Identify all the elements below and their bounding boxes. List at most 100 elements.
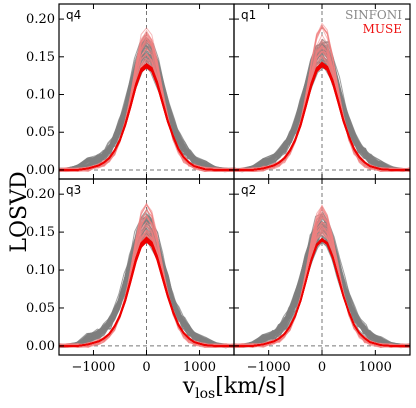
panel-label: q2: [241, 183, 256, 197]
x-tick-label: 0: [318, 360, 326, 375]
series-sinfoni-curve: [235, 229, 410, 348]
x-tick-label: 1000: [359, 360, 392, 375]
x-tick-label: −1000: [71, 360, 115, 375]
series-sinfoni-curve: [235, 66, 410, 171]
y-tick-label: 0.05: [26, 125, 55, 140]
x-axis-title: vlos[km/s]: [182, 374, 286, 402]
panel-plot-area: [59, 179, 234, 355]
series-muse-fit-curve: [234, 65, 410, 171]
series-sinfoni-curve: [59, 240, 234, 348]
series-sinfoni-curve: [60, 65, 234, 172]
series-sinfoni-curve: [234, 229, 410, 347]
panel-grid: 0.000.050.100.150.20 q4 q1−1000 0 10000.000.…: [26, 3, 411, 375]
series-sinfoni-curve: [60, 233, 234, 348]
series-sinfoni-curve: [234, 58, 410, 172]
series-sinfoni-curve: [235, 225, 410, 349]
x-tick-label: 1000: [183, 360, 216, 375]
series-sinfoni-curve: [59, 50, 234, 173]
series-sinfoni-curve: [59, 228, 234, 348]
series-sinfoni-curve: [59, 233, 233, 349]
series-sinfoni-curve: [235, 55, 410, 173]
series-sinfoni-curve: [59, 58, 233, 173]
series-sinfoni-curve: [235, 52, 410, 172]
panel-q3: −1000 0 1000 0.00 0.05 0.10 0.15 0.20 q3: [26, 178, 235, 375]
series-muse: [234, 204, 410, 348]
series-sinfoni-curve: [235, 232, 410, 348]
y-tick-label: 0.05: [26, 301, 55, 316]
panel-label: q4: [66, 8, 81, 22]
series-sinfoni-curve: [234, 234, 410, 348]
series-muse-curve: [234, 26, 410, 172]
series-sinfoni-curve: [59, 233, 234, 348]
series-sinfoni-curve: [234, 234, 410, 347]
series-sinfoni-curve: [59, 64, 234, 172]
series-sinfoni-curve: [59, 232, 234, 348]
series-sinfoni-curve: [59, 63, 233, 172]
series-sinfoni-curve: [60, 232, 234, 348]
series-sinfoni-curve: [234, 240, 410, 348]
panel-plot-area: [234, 4, 410, 179]
y-tick-label: 0.15: [26, 225, 55, 240]
series-sinfoni-curve: [234, 58, 410, 173]
series-sinfoni-curve: [234, 228, 409, 348]
series-sinfoni-curve: [234, 62, 409, 171]
series-sinfoni-curve: [234, 238, 410, 348]
series-sinfoni-curve: [59, 227, 233, 348]
series-sinfoni-curve: [59, 59, 233, 172]
series-sinfoni-curve: [59, 66, 234, 172]
series-muse-fit-curve: [59, 237, 234, 347]
series-muse-curve: [234, 25, 410, 171]
x-axis-title-main: v: [182, 374, 196, 399]
y-tick-label: 0.00: [26, 339, 55, 354]
panel-q2: −1000 0 1000 q2: [233, 178, 411, 375]
y-tick-label: 0.00: [26, 163, 55, 178]
series-sinfoni-curve: [234, 230, 409, 348]
series-sinfoni-curve: [59, 56, 234, 171]
panel-label: q1: [241, 8, 256, 22]
series-sinfoni-curve: [235, 239, 410, 348]
series-sinfoni-curve: [234, 53, 409, 171]
series-muse-curve: [234, 214, 410, 348]
series-sinfoni-curve: [235, 239, 410, 348]
series-muse-curve: [59, 27, 234, 173]
series-sinfoni-curve: [235, 240, 410, 347]
series-muse-fit-curve: [59, 66, 234, 171]
series-sinfoni-curve: [59, 65, 233, 171]
series-sinfoni-curve: [235, 59, 410, 171]
series-sinfoni-curve: [59, 237, 234, 348]
legend-entry-muse: MUSE: [363, 22, 402, 36]
series-sinfoni-curve: [59, 227, 233, 348]
series-sinfoni-curve: [59, 234, 234, 348]
series-sinfoni-curve: [234, 65, 409, 173]
series-sinfoni-curve: [235, 235, 410, 348]
series-sinfoni-curve: [234, 50, 409, 172]
series-sinfoni-curve: [234, 54, 409, 172]
panel-q4: 0.00 0.05 0.10 0.15 0.20 q4: [26, 3, 235, 180]
series-sinfoni-curve: [60, 61, 234, 172]
legend-entry-sinfoni: SINFONI: [345, 8, 402, 22]
series-sinfoni-curve: [235, 61, 410, 173]
series-sinfoni-curve: [60, 55, 234, 170]
series-sinfoni-curve: [235, 238, 410, 348]
y-tick-label: 0.20: [26, 187, 55, 202]
y-tick-label: 0.15: [26, 50, 55, 65]
series-sinfoni-curve: [235, 67, 410, 171]
y-axis-title: LOSVD: [7, 171, 32, 252]
x-axis-title-subscript: los: [195, 386, 215, 402]
series-sinfoni-curve: [234, 61, 410, 172]
panel-q1: q1: [233, 3, 411, 180]
series-sinfoni-curve: [234, 238, 409, 347]
series-sinfoni-curve: [59, 58, 234, 170]
series-sinfoni-curve: [234, 219, 409, 347]
series-sinfoni-curve: [234, 51, 410, 173]
series-sinfoni-curve: [235, 236, 410, 348]
series-sinfoni-curve: [59, 236, 234, 349]
series-sinfoni-curve: [234, 61, 410, 171]
x-tick-label: −1000: [247, 360, 291, 375]
series-sinfoni-curve: [234, 226, 410, 347]
series-sinfoni-curve: [60, 52, 234, 172]
series-sinfoni-curve: [235, 239, 410, 349]
series-sinfoni-curve: [59, 232, 234, 348]
series-sinfoni-curve: [59, 54, 234, 173]
